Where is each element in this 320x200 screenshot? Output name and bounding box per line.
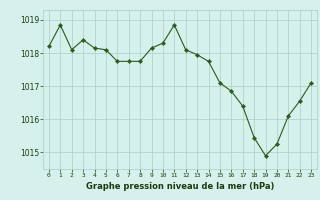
X-axis label: Graphe pression niveau de la mer (hPa): Graphe pression niveau de la mer (hPa): [86, 182, 274, 191]
